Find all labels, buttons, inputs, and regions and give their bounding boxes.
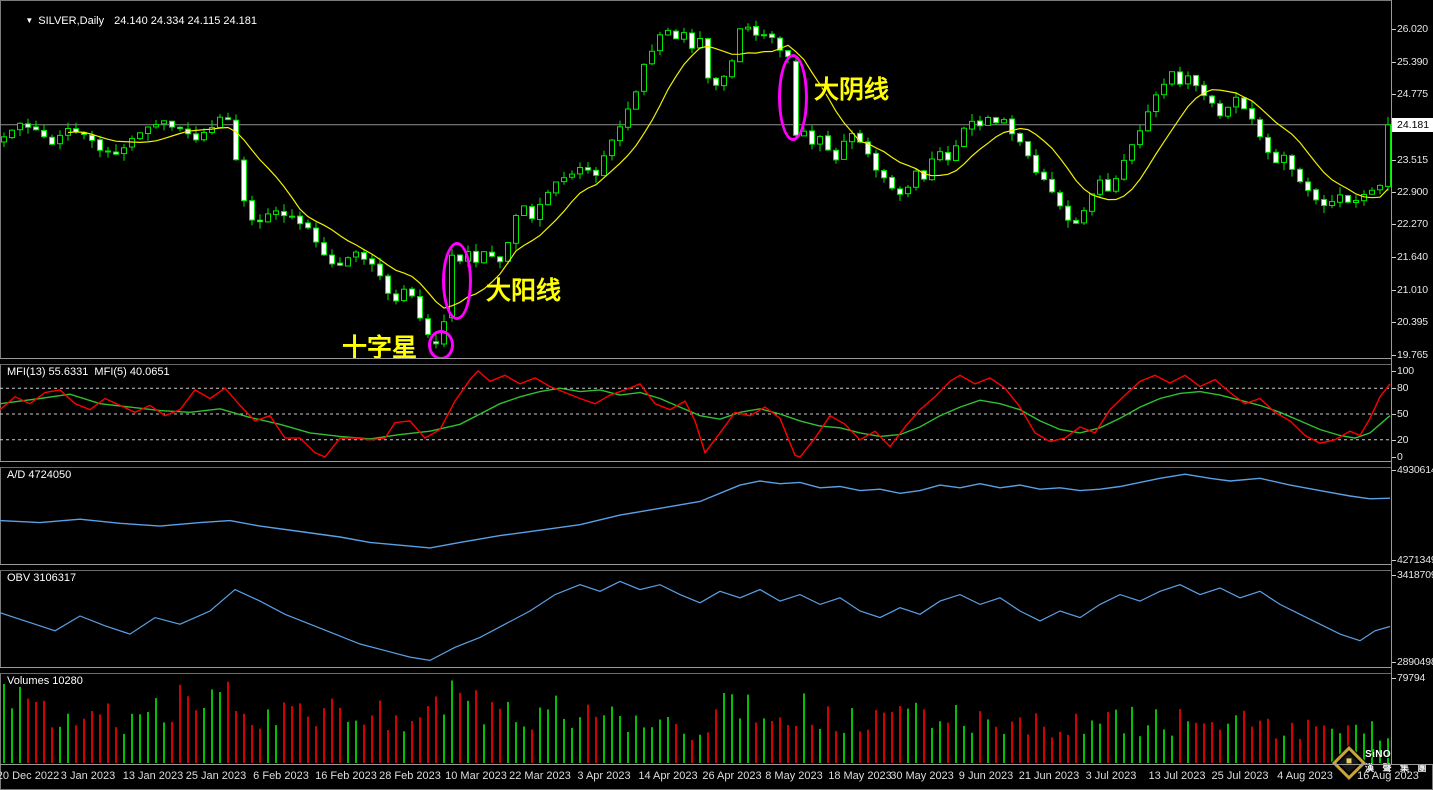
- obv-pane[interactable]: OBV 3106317: [0, 569, 1391, 667]
- mfi-axis-label: 80: [1397, 382, 1409, 394]
- mfi-axis-label: 20: [1397, 434, 1409, 446]
- time-axis-label: 25 Jan 2023: [185, 770, 247, 782]
- mfi-chart: [0, 370, 1391, 458]
- time-axis-label: 4 Aug 2023: [1277, 770, 1333, 782]
- volumes-chart: [3, 680, 1389, 763]
- ad-chart: [0, 473, 1391, 549]
- obv-axis-label: 2890498: [1397, 656, 1433, 668]
- candlestick-chart: [0, 20, 1391, 349]
- volumes-pane[interactable]: Volumes 10280: [0, 672, 1391, 764]
- ad-pane[interactable]: A/D 4724050: [0, 466, 1391, 564]
- time-axis-label: 16 Feb 2023: [315, 770, 377, 782]
- bear-candle-highlight-ellipse: [778, 54, 808, 141]
- ad-axis-label: 4271349: [1397, 554, 1433, 566]
- time-axis-label: 6 Feb 2023: [253, 770, 309, 782]
- bull-candle-annotation: 大阳线: [486, 277, 562, 305]
- axis-tick: [1392, 62, 1396, 63]
- axis-tick: [1392, 322, 1396, 323]
- price-axis-label: 23.515: [1397, 154, 1428, 166]
- axis-tick: [1392, 257, 1396, 258]
- time-axis-label: 21 Jun 2023: [1018, 770, 1080, 782]
- ad-axis-label: 4930614: [1397, 464, 1433, 476]
- mfi-header: MFI(13) 55.6331 MFI(5) 40.0651: [7, 366, 170, 378]
- ohlc-values: 24.140 24.334 24.115 24.181: [114, 15, 258, 27]
- obv-axis-label: 3418709: [1397, 569, 1433, 581]
- axis-tick: [1392, 29, 1396, 30]
- symbol-period-label: SILVER,Daily: [38, 15, 105, 27]
- logo-diamond-core: [1346, 758, 1352, 764]
- pane-separator[interactable]: [0, 358, 1391, 365]
- time-axis-label: 20 Dec 2022: [0, 770, 60, 782]
- logo-name-cn: 漢 聲 集 團: [1365, 763, 1430, 773]
- axis-tick: [1392, 290, 1396, 291]
- price-axis-label: 22.270: [1397, 218, 1428, 230]
- price-axis-label: 22.900: [1397, 186, 1428, 198]
- axis-tick: [1392, 160, 1396, 161]
- doji-annotation: 十字星: [342, 334, 418, 358]
- price-axis-label: 26.020: [1397, 23, 1428, 35]
- time-axis-label: 13 Jan 2023: [122, 770, 184, 782]
- mfi-axis-label: 50: [1397, 408, 1409, 420]
- candlestick-pane[interactable]: ▼ SILVER,Daily 24.140 24.334 24.115 24.181…: [0, 0, 1391, 358]
- mfi-pane[interactable]: MFI(13) 55.6331 MFI(5) 40.0651: [0, 363, 1391, 461]
- time-axis[interactable]: 20 Dec 2022 3 Jan 2023 13 Jan 2023 25 Jan 2…: [0, 764, 1433, 790]
- axis-tick: [1392, 371, 1396, 372]
- time-axis-label: 3 Jan 2023: [60, 770, 116, 782]
- axis-tick: [1392, 355, 1396, 356]
- time-axis-label: 3 Apr 2023: [577, 770, 631, 782]
- obv-chart: [0, 580, 1391, 662]
- price-axis-label: 24.775: [1397, 88, 1428, 100]
- axis-tick: [1392, 224, 1396, 225]
- volumes-header: Volumes 10280: [7, 675, 83, 687]
- axis-tick: [1392, 678, 1396, 679]
- time-axis-label: 9 Jun 2023: [958, 770, 1014, 782]
- axis-tick: [1392, 192, 1396, 193]
- price-axis-label: 21.010: [1397, 284, 1428, 296]
- pane-separator[interactable]: [0, 667, 1391, 674]
- time-axis-label: 13 Jul 2023: [1148, 770, 1206, 782]
- price-axis[interactable]: 24.181 26.020 25.390 24.775 23.515 22.900 22.…: [1391, 0, 1433, 764]
- symbol-dropdown-icon[interactable]: ▼: [25, 16, 34, 25]
- axis-tick: [1392, 440, 1396, 441]
- mfi-axis-label: 0: [1397, 451, 1403, 463]
- time-axis-label: 18 May 2023: [828, 770, 892, 782]
- axis-tick: [1392, 560, 1396, 561]
- axis-tick: [1392, 470, 1396, 471]
- price-axis-label: 25.390: [1397, 56, 1428, 68]
- time-axis-label: 30 May 2023: [890, 770, 954, 782]
- time-axis-label: 26 Apr 2023: [702, 770, 762, 782]
- price-axis-label: 21.640: [1397, 251, 1428, 263]
- chart-title: ▼ SILVER,Daily 24.140 24.334 24.115 24.181: [7, 3, 257, 39]
- time-axis-label: 16 Aug 2023: [1357, 770, 1419, 782]
- ad-header: A/D 4724050: [7, 469, 72, 481]
- time-axis-label: 3 Jul 2023: [1085, 770, 1137, 782]
- price-axis-label: 19.765: [1397, 349, 1428, 361]
- time-axis-label: 22 Mar 2023: [509, 770, 571, 782]
- current-price-label: 24.181: [1392, 118, 1433, 132]
- axis-tick: [1392, 575, 1396, 576]
- axis-tick: [1392, 94, 1396, 95]
- axis-tick: [1392, 662, 1396, 663]
- doji-highlight-ellipse: [428, 330, 454, 358]
- pane-separator[interactable]: [0, 461, 1391, 468]
- axis-tick: [1392, 388, 1396, 389]
- axis-tick: [1392, 414, 1396, 415]
- obv-header: OBV 3106317: [7, 572, 77, 584]
- bull-candle-highlight-ellipse: [442, 242, 472, 320]
- time-axis-label: 8 May 2023: [765, 770, 823, 782]
- time-axis-label: 14 Apr 2023: [638, 770, 698, 782]
- time-axis-label: 28 Feb 2023: [379, 770, 441, 782]
- volume-axis-label: 79794: [1397, 672, 1426, 684]
- time-axis-label: 10 Mar 2023: [445, 770, 507, 782]
- price-axis-label: 20.395: [1397, 316, 1428, 328]
- mfi-axis-label: 100: [1397, 365, 1414, 377]
- time-axis-label: 25 Jul 2023: [1211, 770, 1269, 782]
- bear-candle-annotation: 大阴线: [814, 76, 890, 104]
- pane-separator[interactable]: [0, 564, 1391, 571]
- axis-tick: [1392, 457, 1396, 458]
